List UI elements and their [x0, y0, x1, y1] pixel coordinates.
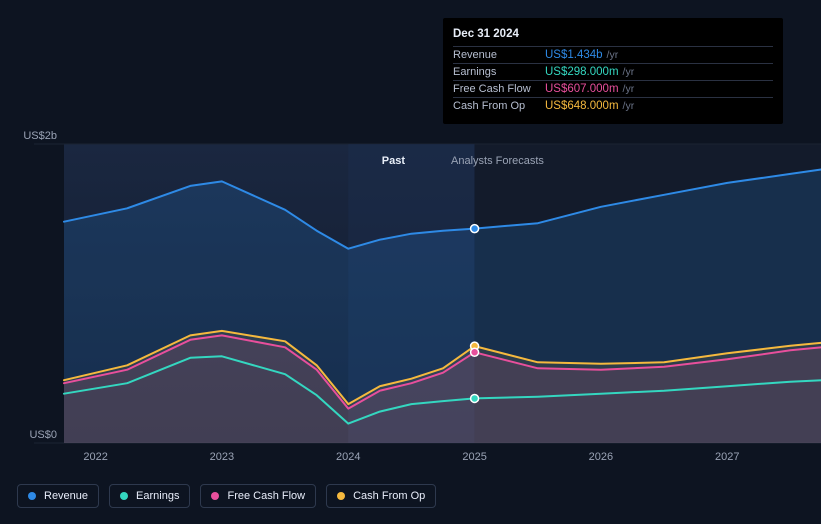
legend-dot-icon — [120, 492, 128, 500]
x-tick-label: 2023 — [210, 451, 234, 463]
tooltip-unit: /yr — [623, 66, 635, 78]
tooltip-metric: Free Cash Flow — [453, 83, 545, 95]
legend-item-cash-from-op[interactable]: Cash From Op — [326, 484, 436, 508]
y-tick-label: US$0 — [17, 429, 57, 441]
x-tick-label: 2024 — [336, 451, 360, 463]
financial-forecast-chart: Past Analysts Forecasts US$0 US$2b 2022 20… — [17, 0, 805, 524]
y-tick-label: US$2b — [17, 130, 57, 142]
legend-label: Cash From Op — [353, 490, 425, 502]
legend-dot-icon — [337, 492, 345, 500]
x-tick-label: 2027 — [715, 451, 739, 463]
tooltip-unit: /yr — [623, 83, 635, 95]
period-label-forecast: Analysts Forecasts — [451, 155, 544, 167]
x-tick-label: 2025 — [462, 451, 486, 463]
period-label-past: Past — [382, 155, 405, 167]
tooltip-metric: Cash From Op — [453, 100, 545, 112]
x-tick-label: 2026 — [589, 451, 613, 463]
chart-legend: Revenue Earnings Free Cash Flow Cash From O… — [17, 484, 436, 508]
legend-label: Earnings — [136, 490, 179, 502]
tooltip-row: Free Cash FlowUS$607.000m/yr — [453, 80, 773, 97]
legend-item-free-cash-flow[interactable]: Free Cash Flow — [200, 484, 316, 508]
legend-item-revenue[interactable]: Revenue — [17, 484, 99, 508]
tooltip-value: US$648.000m — [545, 100, 619, 112]
tooltip-metric: Earnings — [453, 66, 545, 78]
tooltip-value: US$298.000m — [545, 66, 619, 78]
legend-label: Revenue — [44, 490, 88, 502]
legend-dot-icon — [28, 492, 36, 500]
legend-dot-icon — [211, 492, 219, 500]
tooltip-value: US$607.000m — [545, 83, 619, 95]
chart-tooltip: Dec 31 2024 RevenueUS$1.434b/yrEarningsU… — [443, 18, 783, 124]
tooltip-row: RevenueUS$1.434b/yr — [453, 46, 773, 63]
legend-item-earnings[interactable]: Earnings — [109, 484, 190, 508]
tooltip-metric: Revenue — [453, 49, 545, 61]
tooltip-date: Dec 31 2024 — [453, 28, 773, 46]
tooltip-row: Cash From OpUS$648.000m/yr — [453, 97, 773, 114]
x-tick-label: 2022 — [83, 451, 107, 463]
tooltip-unit: /yr — [623, 100, 635, 112]
tooltip-row: EarningsUS$298.000m/yr — [453, 63, 773, 80]
tooltip-value: US$1.434b — [545, 49, 603, 61]
tooltip-unit: /yr — [607, 49, 619, 61]
legend-label: Free Cash Flow — [227, 490, 305, 502]
